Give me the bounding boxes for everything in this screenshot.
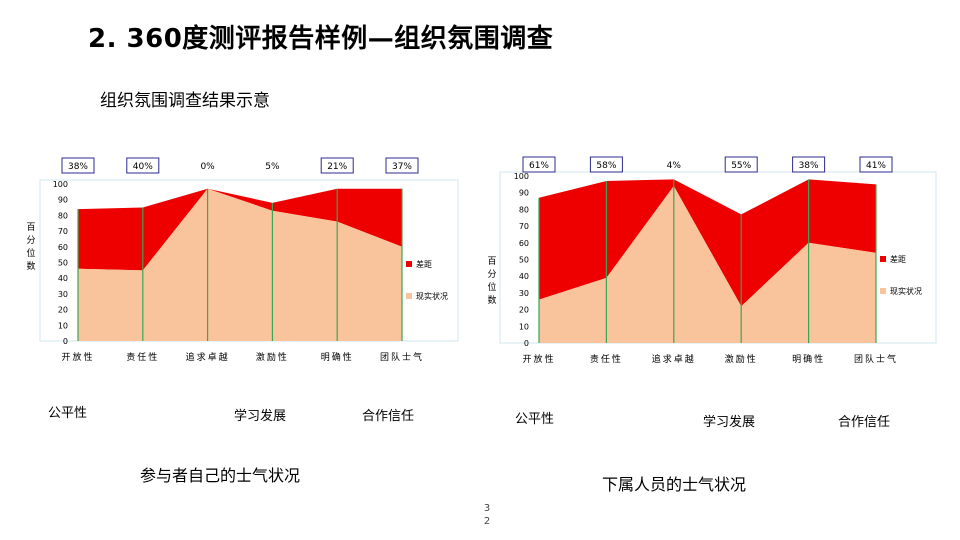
legend-swatch-actual — [406, 293, 412, 299]
legend-label-gap: 差距 — [416, 259, 432, 269]
category-label: 激励性 — [256, 351, 289, 363]
right-caption: 下属人员的士气状况 — [602, 475, 747, 494]
category-label: 追求卓越 — [652, 353, 696, 365]
category-label: 责任性 — [126, 351, 159, 363]
y-tick-label: 10 — [58, 321, 68, 330]
category-label: 激励性 — [725, 353, 758, 365]
legend-label-actual: 现实状况 — [416, 291, 448, 301]
gap-label: 0% — [200, 162, 215, 172]
y-tick-label: 60 — [58, 243, 68, 252]
category-label: 团队士气 — [854, 353, 898, 365]
legend-swatch-gap — [880, 256, 886, 262]
gap-label: 5% — [265, 162, 280, 172]
left-caption: 参与者自己的士气状况 — [140, 466, 301, 485]
y-tick-label: 60 — [519, 239, 529, 248]
gap-label-box — [385, 157, 419, 174]
gap-label: 58% — [596, 161, 616, 171]
page-number-line-1: 3 — [483, 503, 491, 514]
category-label: 责任性 — [590, 353, 623, 365]
gap-label: 55% — [731, 161, 751, 171]
y-tick-label: 10 — [519, 322, 529, 331]
y-axis-label: 分 — [26, 235, 35, 246]
slide-subtitle: 组织氛围调查结果示意 — [100, 91, 270, 111]
gap-label-box — [126, 157, 160, 174]
y-tick-label: 50 — [519, 256, 529, 265]
gap-label-box — [522, 156, 556, 173]
category-label: 追求卓越 — [186, 351, 230, 363]
left-label-fairness: 公平性 — [48, 406, 88, 421]
y-tick-label: 20 — [519, 306, 529, 315]
right-label-trust: 合作信任 — [838, 415, 891, 430]
y-tick-label: 50 — [58, 259, 68, 268]
y-axis-label: 位 — [487, 281, 496, 293]
gap-label: 61% — [529, 161, 549, 171]
y-axis-label: 百 — [26, 222, 35, 233]
legend-swatch-actual — [880, 288, 886, 294]
gap-label: 4% — [667, 161, 682, 171]
gap-label-box — [320, 157, 354, 174]
y-tick-label: 40 — [58, 274, 68, 283]
gap-label: 21% — [327, 162, 347, 172]
gap-label: 40% — [133, 162, 153, 172]
y-tick-label: 0 — [63, 337, 68, 346]
y-tick-label: 70 — [58, 227, 68, 236]
actual-area — [539, 186, 876, 343]
y-axis-label: 位 — [26, 247, 35, 259]
actual-area — [78, 188, 402, 341]
y-axis-label: 数 — [26, 260, 35, 272]
right-label-fairness: 公平性 — [515, 412, 555, 427]
y-tick-label: 100 — [53, 180, 68, 189]
y-tick-label: 80 — [519, 205, 529, 214]
gap-label: 37% — [392, 162, 412, 172]
left-label-trust: 合作信任 — [362, 409, 415, 424]
right-label-learning: 学习发展 — [703, 415, 756, 430]
left-label-learning: 学习发展 — [234, 409, 287, 424]
left-area-chart: 0 10 20 30 40 50 60 70 80 90 100 百分位数开放性 责任性 追求卓越 激励性 明… — [26, 154, 466, 374]
page-number-line-2: 2 — [483, 516, 491, 527]
y-tick-label: 70 — [519, 222, 529, 231]
legend-swatch-gap — [406, 261, 412, 267]
gap-label: 38% — [799, 161, 819, 171]
legend-label-actual: 现实状况 — [890, 286, 922, 296]
y-axis-label: 百 — [487, 256, 496, 267]
gap-label-box — [859, 156, 893, 173]
gap-label-box — [61, 157, 95, 174]
y-tick-label: 30 — [58, 290, 68, 299]
gap-label-box — [792, 156, 826, 173]
y-tick-label: 100 — [514, 172, 529, 181]
y-tick-label: 20 — [58, 306, 68, 315]
page-number: 3 2 — [482, 502, 492, 528]
y-tick-label: 0 — [524, 339, 529, 348]
y-tick-label: 90 — [519, 189, 529, 198]
category-label: 团队士气 — [380, 351, 424, 363]
gap-label-box — [724, 156, 758, 173]
category-label: 开放性 — [522, 353, 555, 365]
gap-label: 38% — [68, 162, 88, 172]
y-tick-label: 30 — [519, 289, 529, 298]
right-area-chart: 0 10 20 30 40 50 60 70 80 90 100 百分位数开放性 责任性 追求卓越 激励性 明… — [487, 156, 937, 378]
y-tick-label: 90 — [58, 196, 68, 205]
gap-label: 41% — [866, 161, 886, 171]
slide-title: 2. 360度测评报告样例—组织氛围调查 — [88, 24, 554, 54]
category-label: 明确性 — [792, 353, 825, 365]
y-axis-label: 数 — [487, 294, 496, 306]
gap-area — [539, 179, 876, 307]
y-tick-label: 40 — [519, 272, 529, 281]
category-label: 明确性 — [321, 351, 354, 363]
y-tick-label: 80 — [58, 211, 68, 220]
gap-label-box — [589, 156, 623, 173]
y-axis-label: 分 — [487, 269, 496, 280]
legend-label-gap: 差距 — [890, 254, 906, 264]
category-label: 开放性 — [61, 351, 94, 363]
